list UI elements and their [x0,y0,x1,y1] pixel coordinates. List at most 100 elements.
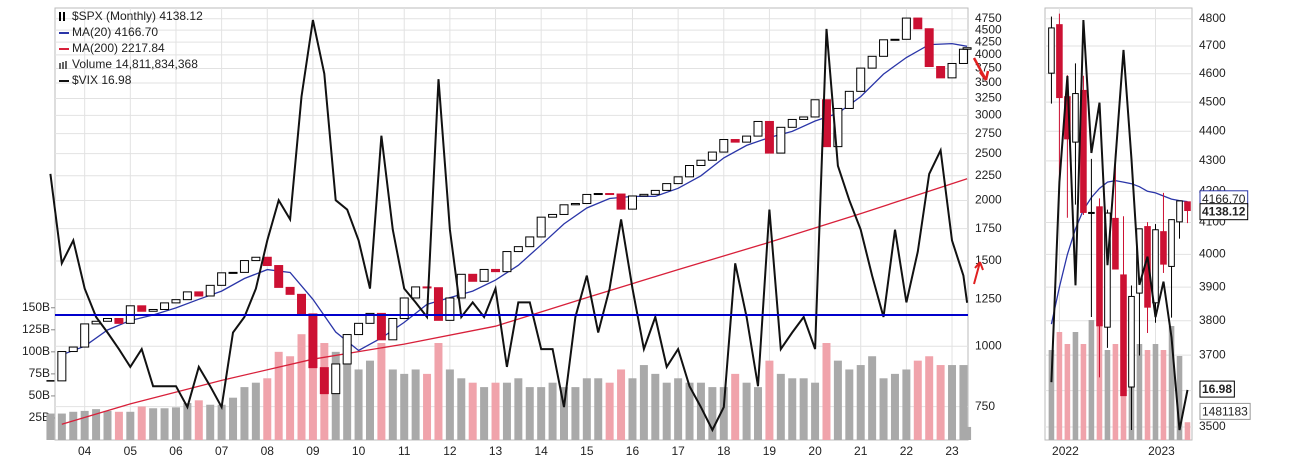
candle-body [639,193,649,197]
volume-bar [959,365,968,440]
candle-body [559,204,569,215]
moving-average-line [61,178,968,425]
arrow-marker [972,57,990,81]
candle-body [239,260,249,273]
candle-body [285,286,295,295]
volume-bar [1112,344,1119,440]
candle-body [627,195,637,210]
volume-bar [388,369,397,440]
candle-body [388,317,398,341]
volume-bar [582,378,591,440]
candle-body [205,284,215,297]
x-tick-label: 2022 [1052,444,1079,458]
volume-bar [137,406,146,440]
candle-body [707,151,717,161]
y-tick-label: 2750 [975,126,1002,140]
volume-bar [925,356,934,440]
candle-body [171,299,181,304]
y-tick-label: 3800 [1199,313,1226,327]
volume-bar [879,378,888,440]
y2-tick-label: 25B [29,410,50,424]
candle-body [1136,228,1143,294]
volume-bar [799,378,808,440]
y-tick-label: 4600 [1199,66,1226,80]
vix-line [49,19,969,433]
candle-body [308,313,318,369]
volume-bar [963,426,972,440]
volume-bar [411,369,420,440]
volume-bar [765,360,774,440]
x-tick-label: 18 [717,444,731,458]
candle-body [137,305,147,312]
candle-body [1160,231,1167,265]
volume-bar [491,382,500,440]
volume-bar [354,369,363,440]
candle-body [274,265,284,288]
legend-label: $SPX (Monthly) 4138.12 [72,9,203,23]
candle-body [570,203,580,206]
y2-tick-label: 125B [22,322,50,336]
candle-body [913,17,923,30]
volume-bar [160,408,169,440]
volume-bar [1064,344,1071,440]
label-box [1199,203,1249,221]
candle-body [182,291,192,301]
y-tick-label: 3500 [1199,419,1226,433]
candle-body [479,268,489,282]
volume-bar [251,382,260,440]
label-box [1199,402,1251,420]
y-tick-label: 4500 [975,22,1002,36]
candle-body [114,317,124,324]
volume-bar [92,409,101,440]
volume-bar [514,378,523,440]
y-tick-label: 1750 [975,221,1002,235]
volume-bar [662,382,671,440]
volume-bar [365,360,374,440]
y-tick-label: 1250 [975,291,1002,305]
candle-body [662,183,672,191]
volume-bar [229,397,238,440]
volume-bar [171,407,180,440]
volume-bar [845,369,854,440]
legend-swatch [59,12,61,21]
candle-body [228,271,238,274]
volume-bar [377,343,386,440]
volume-bar [468,382,477,440]
volume-bar [571,387,580,440]
candle-body [376,312,386,341]
volume-bar [1168,326,1175,440]
x-tick-label: 19 [763,444,777,458]
candle-body [57,351,67,382]
candle-body [1176,200,1183,223]
x-tick-label: 05 [124,444,138,458]
volume-bar [856,365,865,440]
y-tick-label: 2000 [975,193,1002,207]
y-tick-label: 3700 [1199,347,1226,361]
volume-bar [525,387,534,440]
candle-body [1152,229,1159,304]
volume-bar [754,387,763,440]
y-tick-label: 1500 [975,253,1002,267]
volume-bar [423,373,432,440]
candle-body [251,256,261,262]
volume-bar [548,382,557,440]
legend-label: Volume 14,811,834,368 [72,57,198,71]
volume-bar [445,369,454,440]
volume-bar [1184,422,1191,440]
x-tick-label: 10 [352,444,366,458]
y-tick-label: 3500 [975,75,1002,89]
y-tick-label: 2250 [975,168,1002,182]
x-tick-label: 08 [261,444,275,458]
volume-bar [103,410,112,440]
candle-body [1104,212,1111,328]
x-tick-label: 07 [215,444,229,458]
candle-body [297,293,307,315]
candle-body [513,246,523,253]
candle-body [548,213,558,218]
volume-bar [731,373,740,440]
volume-bar [1056,332,1063,440]
candle-body [901,17,911,40]
candle-body [411,286,421,299]
volume-bar [217,404,226,440]
y-tick-label: 4000 [1199,247,1226,261]
